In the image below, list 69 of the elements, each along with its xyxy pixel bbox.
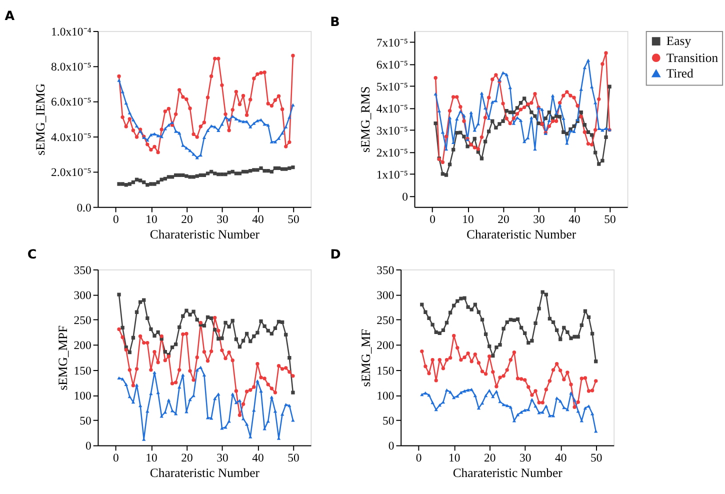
x-tick-label: 30 [216,212,228,226]
y-tick-label: 1.0x10⁻⁴ [51,25,92,38]
x-tick-label: 20 [181,212,193,226]
y-tick-label: 350 [376,264,394,277]
y-tick-label: 50 [382,414,394,428]
x-tick-label: 40 [252,451,264,464]
y-tick-label: 100 [376,389,394,402]
y-tick-label: 50 [80,414,92,428]
x-tick-label: 0 [113,451,120,464]
y-tick-label: 7x10⁻⁵ [376,36,408,50]
y-tick-label: 0 [388,440,394,453]
x-tick-label: 40 [568,212,581,226]
y-tick-label: 250 [376,314,394,328]
y-tick-label: 4x10⁻⁵ [376,102,408,116]
y-tick-label: 8.0x10⁻⁵ [51,60,92,74]
y-tick-label: 3x10⁻⁵ [376,124,408,138]
x-tick-label: 0 [416,451,422,464]
x-tick-label: 50 [604,212,616,226]
x-tick-label: 50 [288,451,300,464]
y-tick-label: 6x10⁻⁵ [376,58,408,72]
x-tick-label: 10 [462,212,474,226]
x-tick-label: 10 [146,212,158,226]
y-tick-label: 2.0x10⁻⁵ [51,166,92,180]
x-tick-label: 20 [484,451,496,464]
y-tick-label: 350 [74,264,92,277]
x-tick-label: 0 [430,212,436,226]
y-tick-label: 5x10⁻⁵ [376,80,408,94]
x-tick-label: 30 [533,212,546,226]
x-tick-label: 20 [498,212,510,226]
x-tick-label: 30 [216,451,228,464]
y-tick-label: 150 [376,364,394,378]
chart-title: C [27,246,37,262]
y-tick-label: 6.0x10⁻⁵ [51,96,92,109]
y-tick-label: 0 [402,190,408,204]
x-tick-label: 20 [181,451,193,464]
y-axis-title: sEMG_IEMG [33,83,48,156]
x-axis-title: Charateristic Number [466,228,577,242]
x-axis-title: Charateristic Number [150,466,260,480]
y-tick-label: 200 [376,339,394,352]
x-tick-label: 40 [252,212,264,226]
y-axis-title: sEMG_MPF [56,325,70,390]
y-tick-label: 1x10⁻⁵ [376,168,408,182]
chart-title: A [4,8,15,24]
x-tick-label: 0 [113,212,120,226]
y-tick-label: 200 [74,339,92,352]
x-tick-label: 10 [146,451,158,464]
x-tick-label: 50 [590,451,602,464]
x-axis-title: Charateristic Number [150,228,260,242]
y-tick-label: 4.0x10⁻⁵ [51,130,92,144]
chart-title: D [330,246,341,262]
x-tick-label: 50 [288,212,300,226]
y-tick-label: 300 [74,288,92,302]
y-tick-label: 100 [74,389,92,402]
y-axis-title: sEMG_RMS [358,86,373,153]
legend-label: Easy [666,34,692,48]
y-tick-label: 150 [74,364,92,378]
legend-label: Transition [666,50,719,65]
x-axis-title: Charateristic Number [452,466,564,480]
y-tick-label: 300 [376,288,394,302]
x-tick-label: 30 [519,451,532,464]
x-tick-label: 10 [448,451,460,464]
x-tick-label: 40 [554,451,567,464]
y-axis-title: sEMG_MF [358,328,373,387]
y-tick-label: 0 [86,440,92,453]
y-tick-label: 0.0 [76,201,92,214]
y-tick-label: 250 [74,314,92,328]
chart-title: B [330,14,340,30]
y-tick-label: 2x10⁻⁵ [376,146,408,160]
legend-label: Tired [666,66,694,80]
